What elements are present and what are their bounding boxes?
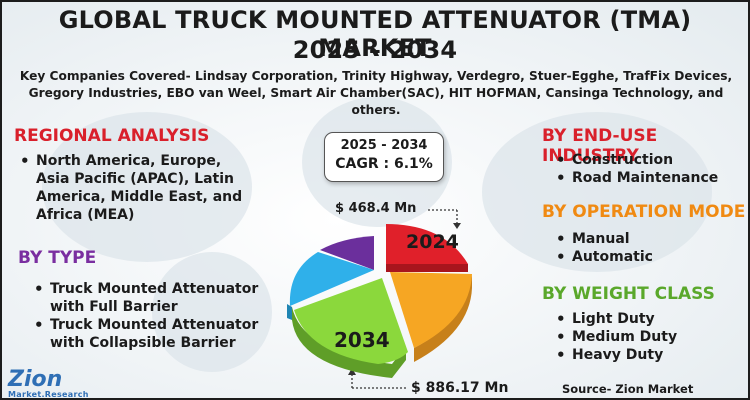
pie-slice-purple [320,236,374,270]
list-item: Light Duty [554,310,734,328]
cagr-period: 2025 - 2034 [340,138,428,153]
value-2034: $ 886.17 Mn [411,380,509,396]
end-use-list: Construction Road Maintenance [554,151,734,187]
list-item: Manual [554,230,734,248]
cagr-value: CAGR : 6.1% [335,156,433,172]
list-item: Road Maintenance [554,169,734,187]
pie-slice-orange [390,272,472,348]
logo-text: Zion [8,367,63,392]
pie-slice-green [294,278,408,364]
operation-heading: BY OPERATION MODE [542,202,746,222]
weight-heading: BY WEIGHT CLASS [542,284,715,304]
type-heading: BY TYPE [18,248,97,268]
type-list: Truck Mounted Attenuator with Full Barri… [32,280,272,352]
page-title: GLOBAL TRUCK MOUNTED ATTENUATOR (TMA) MA… [58,6,692,62]
key-companies: Key Companies Covered- Lindsay Corporati… [19,69,733,117]
regional-list: North America, Europe, Asia Pacific (APA… [18,152,248,224]
list-item: North America, Europe, Asia Pacific (APA… [18,152,248,224]
pie-side-blue [287,304,292,320]
value-2024: $ 468.4 Mn [335,201,417,216]
list-item: Truck Mounted Attenuator with Full Barri… [32,280,272,316]
list-item: Construction [554,151,734,169]
zion-logo: Zion Market.Research [8,367,89,399]
pie-side-red [386,264,468,272]
pie-side-green [292,307,406,378]
pie-slice-blue [289,252,374,306]
pie-label-2024: 2024 [406,231,459,253]
pie-slice-red [386,224,468,264]
operation-list: Manual Automatic [554,230,734,266]
logo-subtext: Market.Research [8,390,89,399]
pie-side-orange [382,272,472,362]
list-item: Medium Duty [554,328,734,346]
source-text: Source- Zion Market Research [562,382,694,398]
page-subtitle: 2025 – 2034 [292,36,458,64]
arrow-2034-head [348,368,356,375]
arrow-2024-head [453,223,461,229]
pie-label-2034: 2034 [334,328,390,352]
list-item: Truck Mounted Attenuator with Collapsibl… [32,316,272,352]
list-item: Automatic [554,248,734,266]
cagr-box: 2025 - 2034 CAGR : 6.1% [324,132,444,182]
list-item: Heavy Duty [554,346,734,364]
regional-heading: REGIONAL ANALYSIS [14,126,210,146]
weight-list: Light Duty Medium Duty Heavy Duty [554,310,734,364]
